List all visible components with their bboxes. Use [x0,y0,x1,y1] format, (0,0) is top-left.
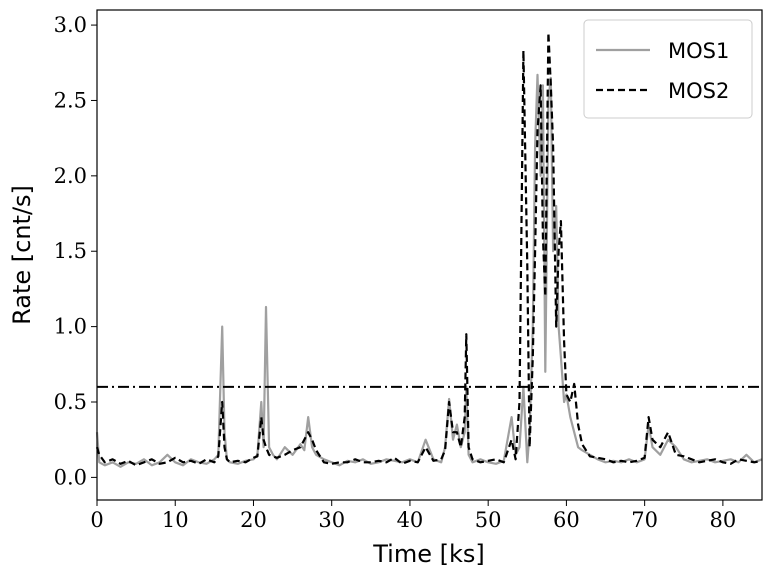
y-tick-label: 0.5 [54,390,87,414]
y-tick-label: 2.0 [54,164,87,188]
x-tick-label: 60 [553,508,580,532]
y-tick-label: 3.0 [54,13,87,37]
legend-box [583,19,753,119]
x-tick-label: 30 [318,508,345,532]
legend-label: MOS1 [668,39,729,63]
y-tick-label: 2.5 [54,88,87,112]
plot-frame [96,9,763,501]
x-tick-label: 0 [90,508,103,532]
x-tick-label: 50 [475,508,502,532]
x-tick-label: 40 [397,508,424,532]
x-tick-label: 70 [631,508,658,532]
y-tick-label: 1.5 [54,239,87,263]
x-tick-label: 10 [162,508,189,532]
x-tick-label: 80 [710,508,737,532]
legend-label: MOS2 [668,79,729,103]
y-axis-label: Rate [cnt/s] [8,185,36,325]
y-tick-label: 0.0 [54,465,87,489]
x-tick-label: 20 [240,508,267,532]
series-line [95,73,763,468]
y-tick-label: 1.0 [54,315,87,339]
x-axis-label: Time [ks] [372,540,485,568]
series-line [95,31,763,467]
